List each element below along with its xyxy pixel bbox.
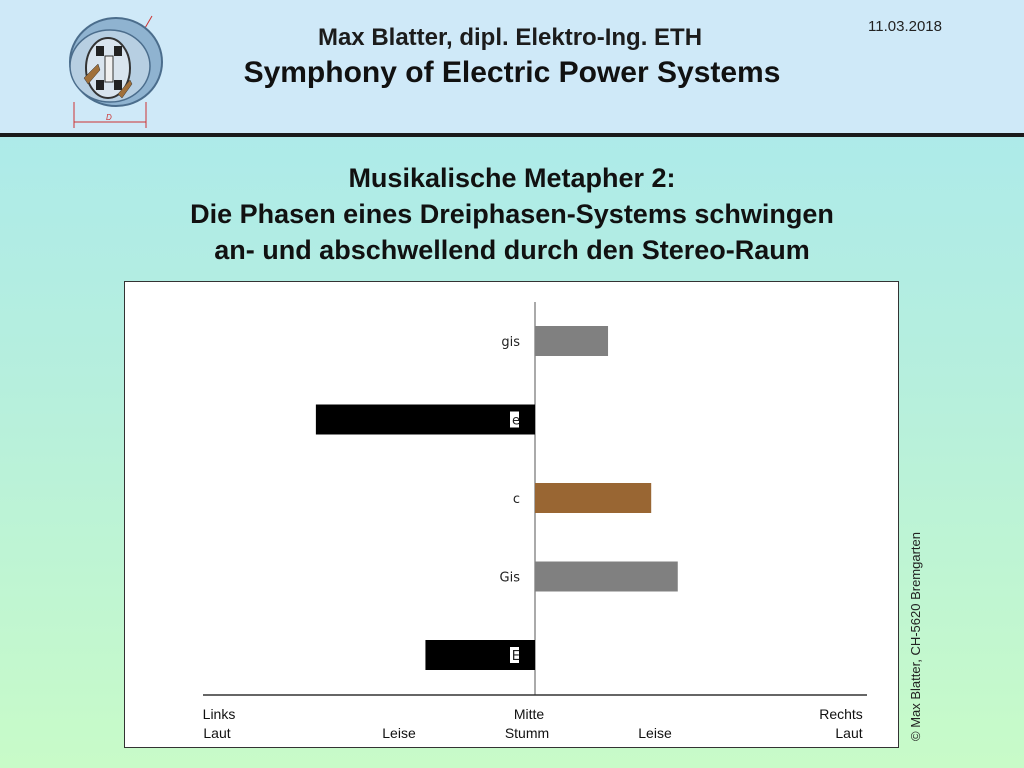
x-label-row2-0: Laut xyxy=(203,725,230,741)
motor-logo-icon: D c xyxy=(69,15,163,128)
x-label-row2-4: Laut xyxy=(835,725,862,741)
category-label-Gis: Gis xyxy=(500,571,521,586)
header-divider xyxy=(0,133,1024,137)
copyright-notice: © Max Blatter, CH-5620 Bremgarten xyxy=(908,532,923,741)
x-label-row1-0: Links xyxy=(203,706,236,722)
bar-gis xyxy=(535,326,609,356)
x-label-row2-2: Stumm xyxy=(505,725,549,741)
stereo-bar-chart: gis e c Gis E Links Mitte Rechts Laut Leise Stumm L… xyxy=(124,281,899,748)
category-label-E: E xyxy=(512,649,520,664)
x-label-row1-1: Mitte xyxy=(514,706,545,722)
bar-label-bg-e xyxy=(510,411,519,428)
bar-Gis xyxy=(535,561,678,592)
category-label-c: c xyxy=(513,492,520,507)
x-label-row2-1: Leise xyxy=(382,725,416,741)
slide-title-line-1: Musikalische Metapher 2: xyxy=(348,163,676,193)
date-label: 11.03.2018 xyxy=(868,18,942,35)
slide-title-line-2: Die Phasen eines Dreiphasen-Systems schw… xyxy=(190,199,834,229)
author-line: Max Blatter, dipl. Elektro-Ing. ETH xyxy=(317,24,703,51)
chart-canvas: gis e c Gis E Links Mitte Rechts Laut Leise Stumm L… xyxy=(203,302,867,741)
presentation-title: Symphony of Electric Power Systems xyxy=(243,56,781,89)
x-label-row2-3: Leise xyxy=(638,725,672,741)
header: D c Max Blatter, dipl. Elektro-Ing. ETH … xyxy=(0,0,1024,133)
slide-title: Musikalische Metapher 2: Die Phasen eine… xyxy=(0,160,1024,268)
bar-c xyxy=(535,483,652,513)
category-label-e: e xyxy=(512,414,520,429)
slide-title-line-3: an- und abschwellend durch den Stereo-Ra… xyxy=(214,235,810,265)
bar-label-bg-E xyxy=(510,647,519,663)
x-label-row1-2: Rechts xyxy=(819,706,863,722)
bar-e xyxy=(315,404,535,435)
category-label-gis: gis xyxy=(501,335,520,350)
svg-text:D: D xyxy=(106,113,112,122)
